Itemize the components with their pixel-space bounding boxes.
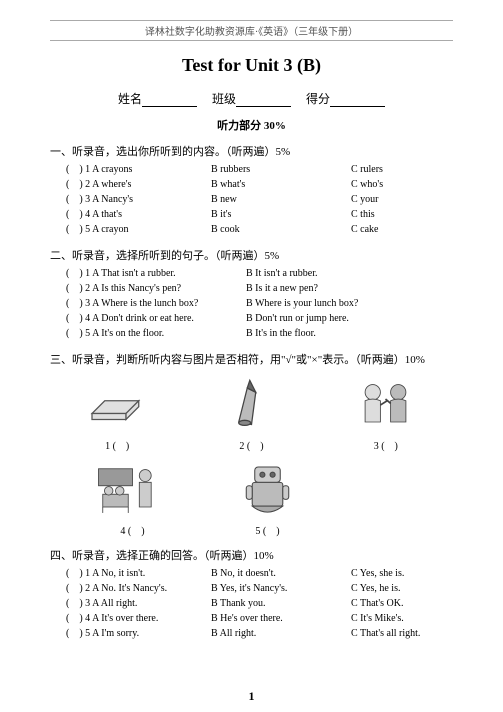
series-header: 译林社数字化助教资源库·《英语》（三年级下册） — [50, 20, 453, 41]
img-classroom — [90, 460, 175, 520]
listening-subtitle: 听力部分 30% — [50, 117, 453, 133]
opt-a: ( ) 2 A Is this Nancy's pen? — [66, 281, 246, 296]
opt-c: C cake — [351, 222, 441, 237]
opt-a: ( ) 1 A That isn't a rubber. — [66, 266, 246, 281]
opt-c: C That's OK. — [351, 596, 441, 611]
opt-a: ( ) 5 A I'm sorry. — [66, 626, 211, 641]
name-label: 姓名 — [118, 92, 142, 106]
opt-b: B He's over there. — [211, 611, 351, 626]
opt-a: ( ) 4 A It's over there. — [66, 611, 211, 626]
label-row-2: 4 ( ) 5 ( ) — [50, 522, 453, 537]
s1-row: ( ) 1 A crayonsB rubbersC rulers — [50, 162, 453, 177]
label-row-1: 1 ( ) 2 ( ) 3 ( ) — [50, 437, 453, 452]
opt-c: C Yes, she is. — [351, 566, 441, 581]
opt-b: B Yes, it's Nancy's. — [211, 581, 351, 596]
img-label: 5 ( ) — [225, 522, 310, 537]
image-row-2 — [50, 460, 453, 520]
img-robot — [225, 460, 310, 520]
s4-row: ( ) 1 A No, it isn't.B No, it doesn't.C … — [50, 566, 453, 581]
score-blank[interactable] — [330, 95, 385, 107]
s4-row: ( ) 2 A No. It's Nancy's.B Yes, it's Nan… — [50, 581, 453, 596]
opt-c: C your — [351, 192, 441, 207]
opt-b: B It isn't a rubber. — [246, 266, 436, 281]
img-label: 4 ( ) — [90, 522, 175, 537]
opt-b: B It's in the floor. — [246, 326, 436, 341]
section4-head: 四、听录音，选择正确的回答。（听两遍）10% — [50, 547, 453, 563]
opt-a: ( ) 3 A All right. — [66, 596, 211, 611]
opt-a: ( ) 1 A No, it isn't. — [66, 566, 211, 581]
opt-c: C It's Mike's. — [351, 611, 441, 626]
s2-row: ( ) 2 A Is this Nancy's pen?B Is it a ne… — [50, 281, 453, 296]
section2-head: 二、听录音，选择所听到的句子。（听两遍）5% — [50, 247, 453, 263]
s2-row: ( ) 4 A Don't drink or eat here.B Don't … — [50, 311, 453, 326]
s2-row: ( ) 5 A It's on the floor.B It's in the … — [50, 326, 453, 341]
page-number: 1 — [0, 689, 503, 704]
s1-row: ( ) 4 A that'sB it'sC this — [50, 207, 453, 222]
score-label: 得分 — [306, 92, 330, 106]
opt-a: ( ) 4 A that's — [66, 207, 211, 222]
s2-row: ( ) 1 A That isn't a rubber.B It isn't a… — [50, 266, 453, 281]
opt-b: B Don't run or jump here. — [246, 311, 436, 326]
opt-b: B rubbers — [211, 162, 351, 177]
opt-c: C Yes, he is. — [351, 581, 441, 596]
opt-b: B new — [211, 192, 351, 207]
opt-a: ( ) 4 A Don't drink or eat here. — [66, 311, 246, 326]
opt-a: ( ) 3 A Nancy's — [66, 192, 211, 207]
opt-b: B what's — [211, 177, 351, 192]
img-label: 3 ( ) — [343, 437, 428, 452]
opt-b: B Is it a new pen? — [246, 281, 436, 296]
s1-row: ( ) 2 A where'sB what'sC who's — [50, 177, 453, 192]
section1-head: 一、听录音，选出你所听到的内容。（听两遍）5% — [50, 143, 453, 159]
opt-c: C That's all right. — [351, 626, 441, 641]
opt-b: B Where is your lunch box? — [246, 296, 436, 311]
img-label: 2 ( ) — [209, 437, 294, 452]
opt-b: B Thank you. — [211, 596, 351, 611]
opt-c: C this — [351, 207, 441, 222]
s2-row: ( ) 3 A Where is the lunch box?B Where i… — [50, 296, 453, 311]
img-crayon — [209, 375, 294, 435]
class-blank[interactable] — [236, 95, 291, 107]
s4-row: ( ) 3 A All right.B Thank you.C That's O… — [50, 596, 453, 611]
opt-c: C rulers — [351, 162, 441, 177]
s1-row: ( ) 3 A Nancy'sB newC your — [50, 192, 453, 207]
opt-b: B it's — [211, 207, 351, 222]
class-label: 班级 — [212, 92, 236, 106]
opt-c: C who's — [351, 177, 441, 192]
name-blank[interactable] — [142, 95, 197, 107]
opt-a: ( ) 3 A Where is the lunch box? — [66, 296, 246, 311]
opt-a: ( ) 2 A No. It's Nancy's. — [66, 581, 211, 596]
s4-row: ( ) 4 A It's over there.B He's over ther… — [50, 611, 453, 626]
opt-b: B All right. — [211, 626, 351, 641]
opt-a: ( ) 1 A crayons — [66, 162, 211, 177]
img-label: 1 ( ) — [75, 437, 160, 452]
student-info-row: 姓名 班级 得分 — [50, 90, 453, 107]
img-people-talking — [343, 375, 428, 435]
s1-row: ( ) 5 A crayonB cookC cake — [50, 222, 453, 237]
img-eraser — [75, 375, 160, 435]
opt-a: ( ) 5 A crayon — [66, 222, 211, 237]
test-title: Test for Unit 3 (B) — [50, 55, 453, 76]
image-row-1 — [50, 375, 453, 435]
opt-a: ( ) 5 A It's on the floor. — [66, 326, 246, 341]
opt-a: ( ) 2 A where's — [66, 177, 211, 192]
s4-row: ( ) 5 A I'm sorry.B All right.C That's a… — [50, 626, 453, 641]
opt-b: B cook — [211, 222, 351, 237]
section3-head: 三、听录音，判断所听内容与图片是否相符，用"√"或"×"表示。（听两遍）10% — [50, 351, 453, 367]
opt-b: B No, it doesn't. — [211, 566, 351, 581]
